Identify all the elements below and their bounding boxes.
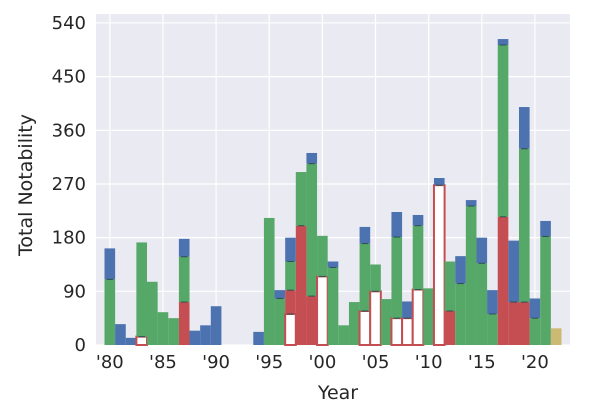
bar-segment-red (178, 302, 190, 345)
bar-segment-blue (253, 331, 264, 345)
bar-segment-outline (316, 275, 329, 347)
bar-segment-blue (508, 240, 519, 303)
y-tick-label: 180 (52, 228, 86, 249)
bar-segment-blue (465, 200, 477, 207)
bar-segment-green (317, 235, 328, 277)
bar-segment-green (391, 237, 403, 319)
bar-segment-blue (125, 337, 137, 345)
bar-segment-outline (369, 290, 382, 346)
y-tick-label: 450 (52, 67, 86, 88)
bar-segment-green (168, 318, 179, 345)
bar-segment-blue (274, 290, 286, 299)
bar-segment-green (348, 302, 360, 345)
bar-segment-outline (284, 312, 297, 347)
y-tick-label: 270 (52, 174, 86, 195)
bar-segment-blue (189, 330, 201, 345)
bar-segment-green (274, 298, 286, 345)
x-tick-label: '20 (521, 352, 549, 373)
bar-segment-green (487, 313, 498, 345)
x-tick-labels: '80 '85 '90 '95 '00 '05 '10 '15 '20 (96, 352, 549, 373)
x-tick-label: '95 (255, 352, 283, 373)
bar-segment-green (455, 283, 466, 345)
y-axis-label: Total Notability (15, 114, 37, 257)
bar-segment-green (306, 163, 318, 297)
bar-segment-green (380, 299, 392, 345)
bar-segment-green (497, 45, 509, 217)
bar-segment-green (540, 236, 551, 345)
bar-segment-green (423, 288, 434, 345)
bar-segment-red (306, 296, 318, 345)
bar-segment-green (476, 263, 488, 345)
bar-segment-red (518, 302, 530, 345)
bar-segment-red (508, 302, 519, 345)
bar-segment-green (104, 279, 116, 345)
bar-segment-yellow (550, 328, 562, 345)
x-tick-label: '05 (362, 352, 390, 373)
bar-segment-blue (200, 325, 211, 345)
bar-segment-blue (359, 226, 371, 244)
x-tick-label: '90 (202, 352, 230, 373)
bar-segment-blue (306, 152, 318, 164)
bar-segment-green (465, 206, 477, 345)
x-tick-label: '80 (96, 352, 124, 373)
bar-segment-red (497, 216, 509, 345)
x-tick-label: '85 (149, 352, 177, 373)
bar-segment-green (529, 318, 541, 345)
bar-segment-outline (358, 310, 372, 346)
bar-segment-blue (391, 212, 403, 238)
bars (104, 39, 562, 347)
bar-segment-blue (327, 261, 339, 268)
bar-segment-green (359, 243, 371, 312)
bar-segment-blue (210, 306, 222, 345)
y-tick-label: 360 (52, 120, 86, 141)
bar-segment-blue (115, 324, 126, 345)
bar-segment-outline (401, 317, 414, 347)
bar-segment-green (295, 172, 307, 226)
bar-segment-green (412, 225, 424, 290)
y-tick-label: 90 (63, 281, 86, 302)
bar-segment-outline (411, 288, 425, 346)
bar-segment-blue (433, 178, 445, 186)
bar-segment-red (295, 225, 307, 345)
x-axis-label: Year (317, 382, 358, 404)
x-tick-label: '10 (415, 352, 443, 373)
bar-segment-green (327, 267, 339, 345)
bar-segment-blue (455, 256, 466, 284)
bar-segment-blue (487, 290, 498, 314)
bar-segment-green (263, 217, 275, 345)
x-tick-label: '00 (308, 352, 336, 373)
bar-segment-blue (518, 107, 530, 149)
bar-segment-green (338, 325, 349, 345)
bar-segment-blue (104, 248, 116, 280)
bar-segment-blue (402, 301, 413, 319)
bar-segment-red (444, 311, 456, 345)
bar-segment-green (285, 261, 296, 291)
bar-segment-green (370, 264, 381, 292)
bar-segment-outline (135, 335, 149, 347)
y-tick-labels: 0 90 180 270 360 450 540 (52, 13, 86, 356)
bar-segment-blue (529, 298, 541, 319)
y-tick-label: 0 (75, 335, 86, 356)
bar-segment-green (147, 281, 158, 345)
bar-segment-green (178, 256, 190, 303)
bar-segment-blue (178, 238, 190, 257)
bar-segment-green (157, 312, 169, 345)
bar-segment-blue (476, 237, 488, 264)
bar-segment-green (444, 261, 456, 312)
bar-segment-blue (497, 39, 509, 46)
bar-segment-outline (432, 184, 446, 346)
bar-segment-green (518, 148, 530, 303)
bar-segment-outline (390, 317, 404, 347)
bar-segment-red (285, 290, 296, 314)
bar-segment-blue (412, 214, 424, 226)
bar-segment-blue (540, 220, 551, 237)
y-tick-label: 540 (52, 13, 86, 34)
bar-segment-blue (285, 237, 296, 262)
bar-segment-green (136, 242, 148, 337)
x-tick-label: '15 (468, 352, 496, 373)
